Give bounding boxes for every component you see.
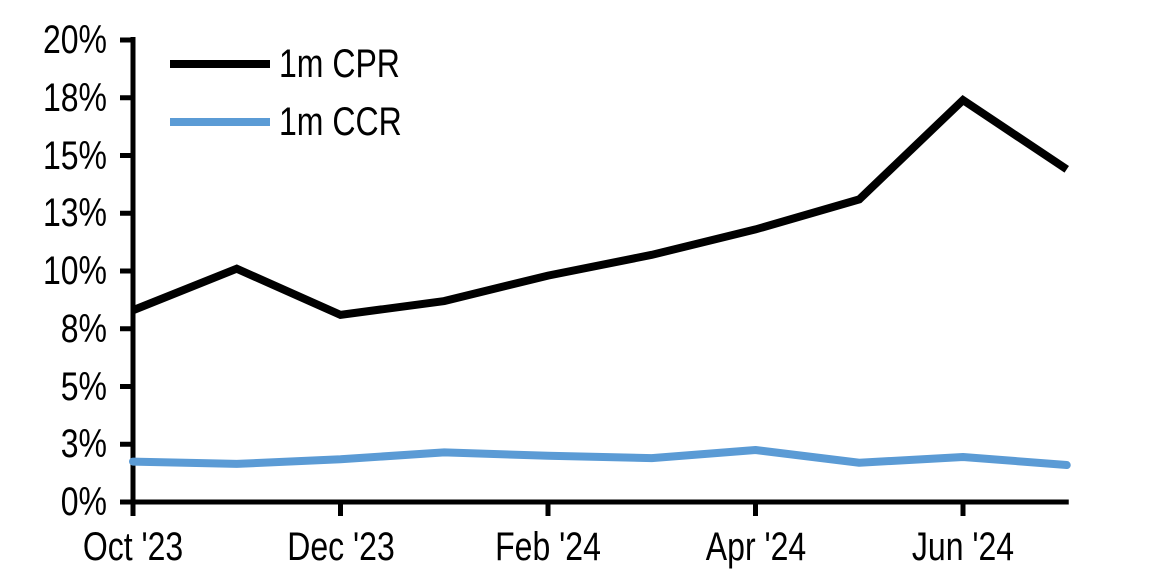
y-tick-label: 3% (60, 422, 107, 467)
x-tick-label: Dec '23 (286, 525, 395, 569)
y-tick-label: 8% (60, 306, 107, 351)
x-tick-label: Apr '24 (705, 525, 806, 569)
legend-label-cpr: 1m CPR (279, 42, 400, 86)
y-tick-label: 13% (42, 191, 108, 236)
x-tick-label: Oct '23 (82, 525, 184, 569)
legend-item-cpr: 1m CPR (170, 41, 430, 87)
legend-label-ccr: 1m CCR (279, 100, 402, 144)
1m-cpr-line (131, 94, 1069, 320)
cpr-line-swatch (170, 60, 270, 68)
ccr-line-swatch (170, 118, 270, 126)
y-tick-label: 0% (60, 480, 107, 524)
1m-ccr-line (129, 446, 1071, 470)
legend-item-ccr: 1m CCR (170, 99, 432, 145)
y-tick-label: 20% (42, 18, 108, 62)
y-tick-label: 18% (42, 75, 108, 120)
x-tick-label: Feb '24 (495, 525, 601, 569)
y-tick-label: 5% (60, 364, 107, 409)
x-tick-label: Jun '24 (911, 525, 1015, 569)
y-tick-label: 15% (42, 133, 108, 178)
y-tick-label: 10% (42, 249, 108, 293)
